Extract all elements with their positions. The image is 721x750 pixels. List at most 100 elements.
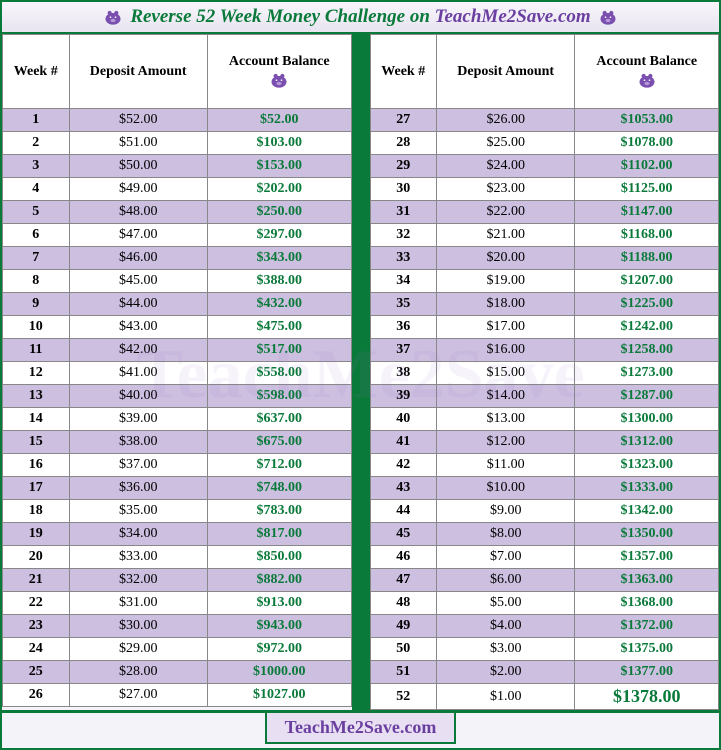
- table-row: 31$22.00$1147.00: [370, 201, 719, 224]
- balance-cell: $1188.00: [575, 247, 719, 270]
- week-cell: 22: [3, 592, 70, 615]
- week-cell: 33: [370, 247, 437, 270]
- balance-cell: $1147.00: [575, 201, 719, 224]
- deposit-cell: $25.00: [437, 132, 575, 155]
- deposit-cell: $26.00: [437, 109, 575, 132]
- deposit-cell: $38.00: [69, 431, 207, 454]
- deposit-cell: $28.00: [69, 661, 207, 684]
- table-row: 32$21.00$1168.00: [370, 224, 719, 247]
- week-cell: 51: [370, 661, 437, 684]
- balance-cell: $783.00: [207, 500, 351, 523]
- table-row: 39$14.00$1287.00: [370, 385, 719, 408]
- week-cell: 28: [370, 132, 437, 155]
- week-cell: 30: [370, 178, 437, 201]
- balance-cell: $1273.00: [575, 362, 719, 385]
- deposit-cell: $3.00: [437, 638, 575, 661]
- deposit-cell: $47.00: [69, 224, 207, 247]
- balance-cell: $475.00: [207, 316, 351, 339]
- week-cell: 8: [3, 270, 70, 293]
- table-row: 27$26.00$1053.00: [370, 109, 719, 132]
- table-row: 15$38.00$675.00: [3, 431, 352, 454]
- savings-table-right: Week # Deposit Amount Account Balance 27…: [370, 34, 720, 710]
- deposit-cell: $24.00: [437, 155, 575, 178]
- week-cell: 14: [3, 408, 70, 431]
- table-row: 17$36.00$748.00: [3, 477, 352, 500]
- week-cell: 35: [370, 293, 437, 316]
- table-row: 30$23.00$1125.00: [370, 178, 719, 201]
- balance-cell: $1258.00: [575, 339, 719, 362]
- table-row: 2$51.00$103.00: [3, 132, 352, 155]
- week-cell: 3: [3, 155, 70, 178]
- balance-cell: $1378.00: [575, 684, 719, 710]
- balance-cell: $850.00: [207, 546, 351, 569]
- left-column: Week # Deposit Amount Account Balance 1$…: [2, 34, 352, 710]
- week-cell: 32: [370, 224, 437, 247]
- table-row: 52$1.00$1378.00: [370, 684, 719, 710]
- deposit-cell: $7.00: [437, 546, 575, 569]
- deposit-cell: $31.00: [69, 592, 207, 615]
- balance-cell: $1078.00: [575, 132, 719, 155]
- balance-cell: $1287.00: [575, 385, 719, 408]
- week-cell: 52: [370, 684, 437, 710]
- table-row: 7$46.00$343.00: [3, 247, 352, 270]
- balance-cell: $637.00: [207, 408, 351, 431]
- col-deposit: Deposit Amount: [437, 35, 575, 109]
- balance-cell: $1102.00: [575, 155, 719, 178]
- deposit-cell: $49.00: [69, 178, 207, 201]
- balance-cell: $1225.00: [575, 293, 719, 316]
- week-cell: 15: [3, 431, 70, 454]
- balance-cell: $343.00: [207, 247, 351, 270]
- deposit-cell: $51.00: [69, 132, 207, 155]
- week-cell: 46: [370, 546, 437, 569]
- balance-cell: $675.00: [207, 431, 351, 454]
- week-cell: 40: [370, 408, 437, 431]
- balance-cell: $202.00: [207, 178, 351, 201]
- balance-cell: $1242.00: [575, 316, 719, 339]
- table-row: 33$20.00$1188.00: [370, 247, 719, 270]
- table-row: 25$28.00$1000.00: [3, 661, 352, 684]
- deposit-cell: $6.00: [437, 569, 575, 592]
- table-row: 44$9.00$1342.00: [370, 500, 719, 523]
- piggy-icon: [637, 72, 657, 90]
- table-row: 45$8.00$1350.00: [370, 523, 719, 546]
- data-columns: Week # Deposit Amount Account Balance 1$…: [2, 34, 719, 710]
- table-row: 49$4.00$1372.00: [370, 615, 719, 638]
- col-week: Week #: [3, 35, 70, 109]
- balance-cell: $297.00: [207, 224, 351, 247]
- deposit-cell: $41.00: [69, 362, 207, 385]
- table-row: 18$35.00$783.00: [3, 500, 352, 523]
- week-cell: 38: [370, 362, 437, 385]
- piggy-icon: [598, 9, 618, 27]
- table-row: 51$2.00$1377.00: [370, 661, 719, 684]
- week-cell: 48: [370, 592, 437, 615]
- balance-cell: $250.00: [207, 201, 351, 224]
- balance-cell: $1323.00: [575, 454, 719, 477]
- table-row: 47$6.00$1363.00: [370, 569, 719, 592]
- balance-cell: $1053.00: [575, 109, 719, 132]
- table-row: 50$3.00$1375.00: [370, 638, 719, 661]
- week-cell: 7: [3, 247, 70, 270]
- col-balance: Account Balance: [575, 35, 719, 109]
- week-cell: 43: [370, 477, 437, 500]
- deposit-cell: $14.00: [437, 385, 575, 408]
- week-cell: 6: [3, 224, 70, 247]
- center-divider: [352, 34, 370, 710]
- balance-cell: $1168.00: [575, 224, 719, 247]
- balance-cell: $1312.00: [575, 431, 719, 454]
- title-bar: Reverse 52 Week Money Challenge on Teach…: [2, 2, 719, 34]
- table-row: 4$49.00$202.00: [3, 178, 352, 201]
- table-row: 24$29.00$972.00: [3, 638, 352, 661]
- table-row: 3$50.00$153.00: [3, 155, 352, 178]
- table-row: 19$34.00$817.00: [3, 523, 352, 546]
- balance-cell: $1000.00: [207, 661, 351, 684]
- week-cell: 41: [370, 431, 437, 454]
- table-row: 12$41.00$558.00: [3, 362, 352, 385]
- right-column: Week # Deposit Amount Account Balance 27…: [370, 34, 720, 710]
- week-cell: 23: [3, 615, 70, 638]
- col-balance: Account Balance: [207, 35, 351, 109]
- table-row: 1$52.00$52.00: [3, 109, 352, 132]
- balance-cell: $103.00: [207, 132, 351, 155]
- deposit-cell: $21.00: [437, 224, 575, 247]
- balance-cell: $1207.00: [575, 270, 719, 293]
- balance-cell: $558.00: [207, 362, 351, 385]
